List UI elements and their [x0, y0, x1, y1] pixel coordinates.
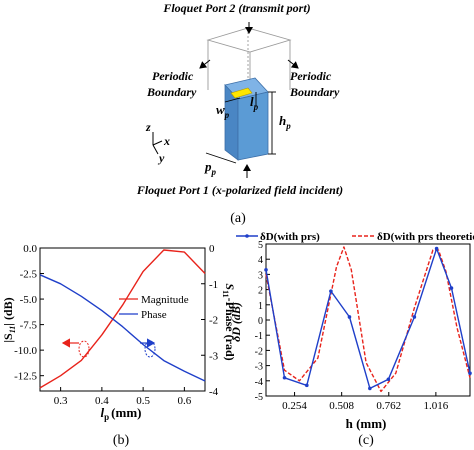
data-point-prs — [329, 289, 333, 293]
caption-a: (a) — [230, 211, 246, 226]
series-line-magnitude — [39, 249, 206, 389]
data-point-prs — [449, 286, 454, 290]
y-left-tick-label: -12.5 — [14, 371, 37, 383]
axis-z-label: z — [145, 120, 151, 134]
y-right-tick-label: -4 — [209, 386, 219, 398]
y-right-tick-label: -2 — [209, 315, 218, 327]
y-left-tick-label: -5.0 — [20, 294, 38, 306]
y-tick-label: -3 — [255, 362, 263, 373]
periodic-right-arrow — [287, 59, 299, 69]
y-tick-label: 5 — [258, 240, 263, 251]
chart-s11-legend: Magnitude Phase — [119, 294, 189, 321]
x-tick-label: 0.4 — [95, 395, 109, 407]
y-right-tick-label: -1 — [209, 279, 218, 291]
periodic-left-label-2: Boundary — [146, 85, 197, 99]
x-tick-label: 0.6 — [178, 395, 192, 407]
series-line-prs — [265, 247, 471, 390]
magnitude-annotation-ellipse — [78, 340, 90, 358]
data-point-prs — [282, 375, 287, 380]
data-point-prs — [347, 315, 352, 319]
y-tick-label: -5 — [255, 392, 263, 403]
y-tick-label: -2 — [255, 346, 263, 357]
caption-b: (b) — [113, 433, 130, 448]
data-point-prs — [305, 383, 309, 388]
chart-s11-ylabel-right: S11-Phase (rad) — [221, 283, 237, 360]
caption-c: (c) — [358, 433, 374, 448]
y-left-tick-label: -2.5 — [20, 269, 38, 281]
chart-s11: 0.3 0.4 0.5 0.6 0.0 -2.5 -5.0 -7.5 -10.0 -12.5 0 -1… — [1, 243, 237, 448]
chart-s11-series — [39, 249, 206, 389]
y-right-tick-label: 0 — [209, 243, 215, 255]
chart-s11-ticks: 0.3 0.4 0.5 0.6 0.0 -2.5 -5.0 -7.5 -10.0 -12.5 0 -1… — [14, 243, 219, 407]
dim-lp-label: lp — [250, 94, 259, 112]
data-point-prs — [468, 371, 472, 376]
x-tick-label: 0.254 — [282, 400, 307, 412]
dim-pp-label: pp — [204, 159, 217, 177]
y-left-tick-label: -7.5 — [20, 320, 38, 332]
air-box — [206, 27, 292, 100]
data-point-prs — [368, 386, 372, 391]
y-right-tick-label: -3 — [209, 350, 219, 362]
periodic-right-label-2: Boundary — [289, 85, 340, 99]
x-tick-label: 0.508 — [329, 400, 354, 412]
y-tick-label: 1 — [258, 301, 263, 312]
unit-cell-diagram: Floquet Port 2 (transmit port) wp — [136, 1, 343, 226]
periodic-left-label-1: Periodic — [152, 69, 194, 83]
patch-element — [230, 87, 253, 99]
y-tick-label: 0 — [258, 316, 263, 327]
coordinate-axes — [152, 132, 163, 155]
chart-delta-d-frame — [265, 243, 471, 397]
substrate-block — [224, 77, 269, 161]
port2-label: Floquet Port 2 (transmit port) — [162, 1, 310, 15]
y-tick-label: -1 — [255, 331, 263, 342]
legend-prs-theoretical-label: δD(with prs theoretical) — [377, 231, 474, 243]
periodic-right-label-1: Periodic — [290, 69, 332, 83]
y-tick-label: 3 — [258, 270, 263, 281]
series-line-prs-theoretical — [265, 246, 471, 393]
chart-delta-d-ticks: 0.254 0.508 0.762 1.016 5 4 3 2 1 0 -1 -2 -3 -4 -5 — [255, 240, 449, 412]
chart-delta-d-xlabel: h (mm) — [346, 416, 387, 431]
y-tick-label: -4 — [255, 377, 263, 388]
periodic-left-arrow — [199, 59, 211, 69]
legend-phase-label: Phase — [141, 309, 167, 321]
data-point-prs — [386, 377, 391, 382]
data-point-prs — [434, 246, 439, 251]
dimension-lines — [205, 91, 276, 164]
axis-y-label: y — [157, 151, 165, 165]
series-line-phase — [39, 274, 206, 382]
dim-hp-label: hp — [279, 113, 291, 131]
data-point-prs — [412, 315, 417, 319]
data-point-prs — [264, 268, 268, 272]
chart-delta-d: 0.254 0.508 0.762 1.016 5 4 3 2 1 0 -1 -2 -3 -4 -5 δD(… — [229, 231, 474, 448]
chart-s11-xlabel: lp (mm) — [101, 405, 142, 422]
y-left-tick-label: -10.0 — [14, 345, 37, 357]
phase-annotation-ellipse — [144, 340, 156, 358]
x-tick-label: 1.016 — [424, 400, 449, 412]
dim-wp-label: wp — [216, 102, 230, 120]
legend-magnitude-label: Magnitude — [141, 294, 189, 306]
port1-label: Floquet Port 1 (x-polarized field incide… — [136, 183, 343, 197]
x-tick-label: 0.3 — [54, 395, 68, 407]
x-tick-label: 0.5 — [136, 395, 150, 407]
chart-delta-d-legend: δD(with prs) δD(with prs theoretical) — [236, 231, 474, 243]
chart-s11-ylabel-left: |S11| (dB) — [1, 297, 17, 342]
y-tick-label: 2 — [258, 286, 263, 297]
y-left-tick-label: 0.0 — [23, 243, 37, 255]
chart-delta-d-series — [264, 246, 472, 393]
axis-x-label: x — [163, 134, 170, 148]
legend-prs-label: δD(with prs) — [260, 231, 320, 243]
chart-delta-d-ylabel: δD (dB) — [229, 302, 243, 342]
x-tick-label: 0.762 — [376, 400, 401, 412]
y-tick-label: 4 — [258, 255, 263, 266]
